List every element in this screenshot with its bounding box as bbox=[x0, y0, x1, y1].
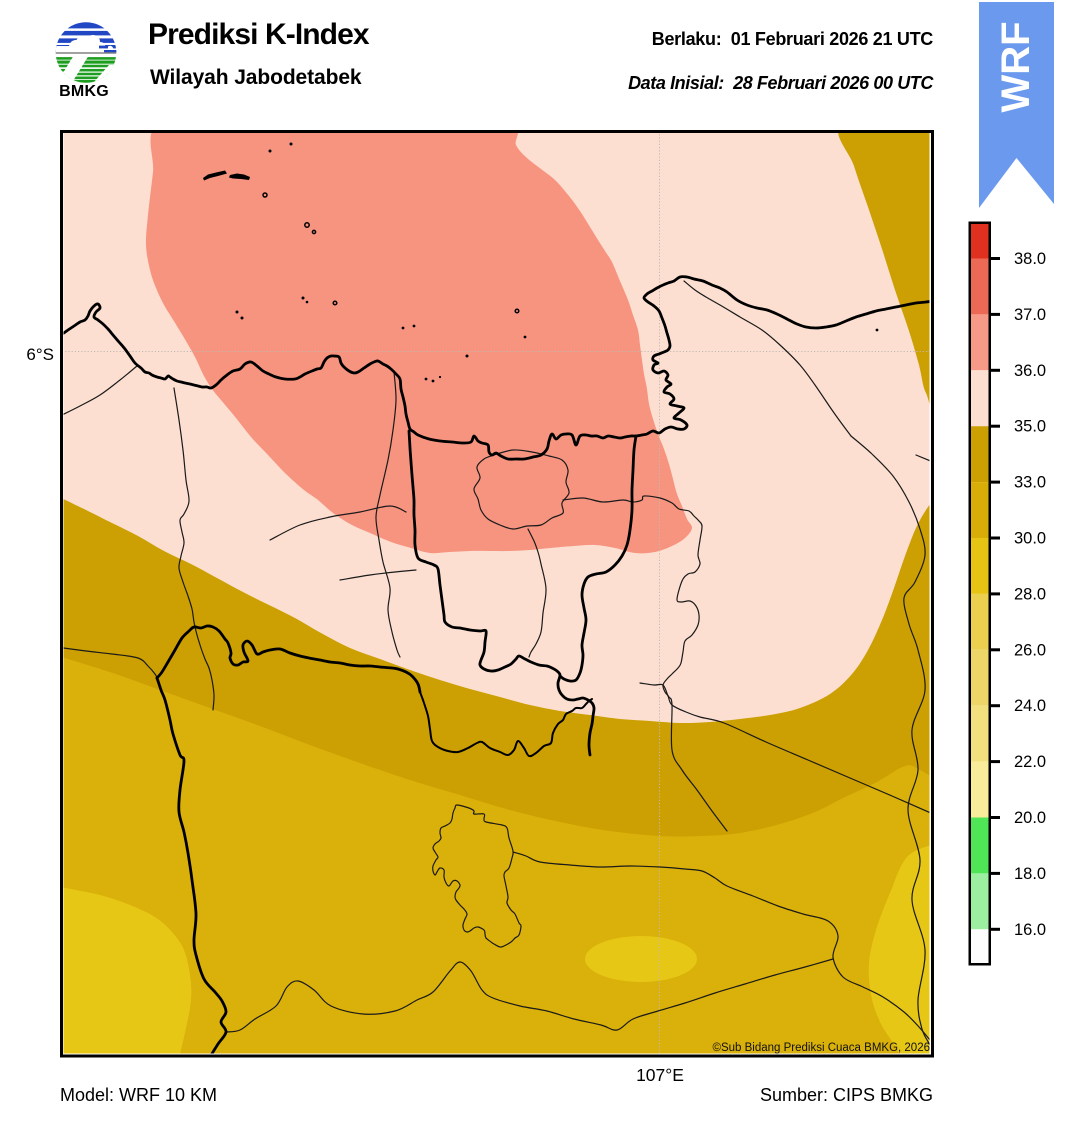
svg-text:30.0: 30.0 bbox=[1014, 530, 1046, 548]
svg-text:28.0: 28.0 bbox=[1014, 585, 1046, 603]
svg-text:33.0: 33.0 bbox=[1014, 474, 1046, 492]
svg-text:22.0: 22.0 bbox=[1014, 753, 1046, 771]
svg-text:26.0: 26.0 bbox=[1014, 641, 1046, 659]
svg-text:WRF: WRF bbox=[994, 21, 1038, 112]
svg-text:16.0: 16.0 bbox=[1014, 921, 1046, 939]
svg-text:36.0: 36.0 bbox=[1014, 362, 1046, 380]
svg-text:38.0: 38.0 bbox=[1014, 250, 1046, 268]
svg-text:24.0: 24.0 bbox=[1014, 697, 1046, 715]
svg-text:37.0: 37.0 bbox=[1014, 306, 1046, 324]
svg-text:20.0: 20.0 bbox=[1014, 809, 1046, 827]
svg-text:35.0: 35.0 bbox=[1014, 418, 1046, 436]
svg-text:©Sub Bidang Prediksi Cuaca BMK: ©Sub Bidang Prediksi Cuaca BMKG, 2026 bbox=[712, 1042, 930, 1054]
svg-text:18.0: 18.0 bbox=[1014, 865, 1046, 883]
